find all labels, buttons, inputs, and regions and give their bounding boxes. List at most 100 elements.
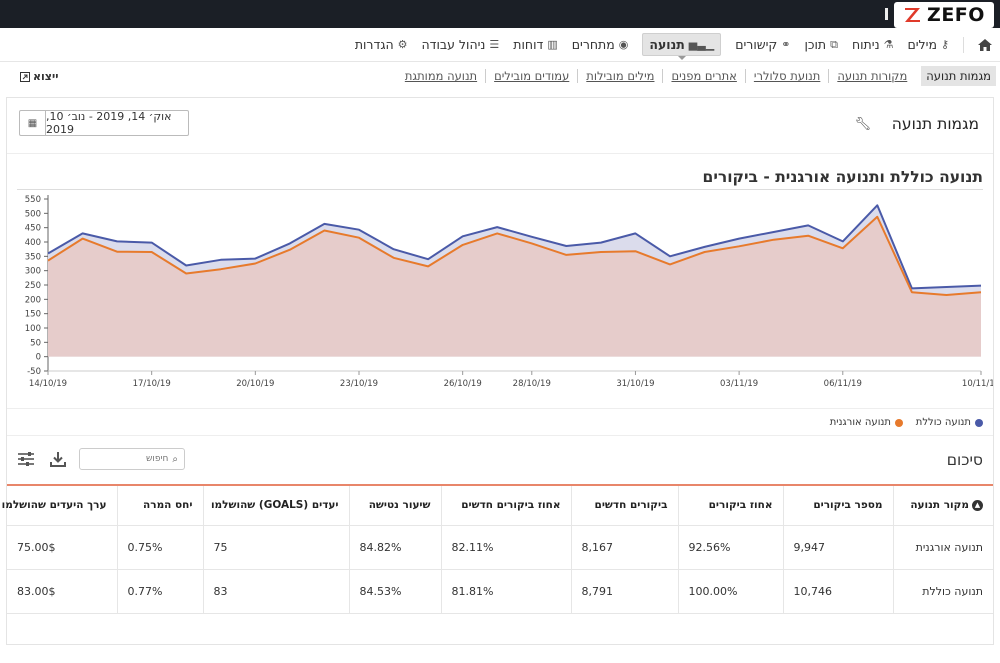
column-header-new-visits[interactable]: ביקורים חדשים — [570, 485, 678, 526]
column-header-visits-pct[interactable]: אחוז ביקורים — [677, 485, 783, 526]
y-tick-label: 0 — [36, 353, 41, 363]
table-cell: 8,167 — [570, 525, 678, 570]
nav-links[interactable]: ⚭ קישורים — [735, 37, 790, 52]
line-series-total — [47, 204, 982, 290]
nav-competitors[interactable]: ◉ מתחרים — [572, 37, 629, 52]
export-icon — [20, 71, 30, 82]
column-header-visits[interactable]: מספר ביקורים — [782, 485, 893, 526]
top-bar-divider — [885, 8, 888, 20]
table-cell: 84.53% — [348, 569, 441, 614]
search-box[interactable]: ⌕ — [79, 448, 185, 470]
area-organic — [48, 216, 981, 357]
table-cell: 9,947 — [782, 525, 893, 570]
legend-label-total: תנועה כוללת — [915, 417, 971, 428]
date-range-picker[interactable]: ▦ אוק׳ 14, 2019 - נוב׳ 10, 2019 — [19, 110, 189, 136]
x-tick-label: 14/10/19 — [29, 379, 67, 389]
nav-keywords[interactable]: ⚷ מילים — [907, 37, 949, 52]
home-icon — [978, 38, 992, 51]
nav-home[interactable] — [978, 38, 992, 51]
table-row: תנועה אורגנית 9,947 92.56% 8,167 82.11% … — [7, 525, 993, 570]
sub-nav: מגמות תנועה מקורות תנועה תנועת סלולרי את… — [0, 63, 1000, 89]
nav-content[interactable]: ⧉ תוכן — [804, 37, 838, 52]
gear-icon: ⚙ — [397, 38, 408, 51]
table-cell: 0.77% — [116, 569, 203, 614]
subnav-branded-traffic[interactable]: תנועה ממותגת — [404, 69, 478, 83]
table-cell: 75 — [202, 525, 349, 570]
sitemap-icon: ⧉ — [830, 37, 838, 51]
table-cell: 84.82% — [348, 525, 441, 570]
zefo-logo-icon — [905, 8, 921, 22]
table-cell: 10,746 — [782, 569, 893, 614]
table-cell: 0.75% — [116, 525, 203, 570]
column-header-conversion-rate[interactable]: יחס המרה — [116, 485, 203, 526]
y-tick-label: -50 — [27, 367, 41, 377]
legend-label-organic: תנועה אורגנית — [829, 417, 891, 428]
table-cell: 8,791 — [570, 569, 678, 614]
summary-toolbar: סיכום ⌕ — [7, 436, 993, 484]
table-cell: 83 — [202, 569, 349, 614]
table-cell: 83.00$ — [7, 569, 117, 614]
brand-name: ZEFO — [927, 4, 985, 26]
download-icon[interactable] — [49, 450, 67, 468]
table-cell: תנועה כוללת — [892, 569, 993, 614]
calendar-icon[interactable]: ▦ — [20, 111, 46, 135]
summary-table: ▲מקור תנועה מספר ביקורים אחוז ביקורים בי… — [2, 484, 993, 614]
x-tick-label: 10/11/19 — [962, 379, 993, 389]
y-tick-label: 550 — [25, 195, 41, 205]
x-tick-label: 06/11/19 — [824, 379, 862, 389]
date-range-value: אוק׳ 14, 2019 - נוב׳ 10, 2019 — [46, 110, 172, 136]
x-tick-label: 17/10/19 — [133, 379, 171, 389]
nav-analysis-label: ניתוח — [851, 37, 880, 52]
subnav-mobile-traffic[interactable]: תנועת סלולרי — [744, 69, 828, 83]
nav-reports[interactable]: ▥ דוחות — [513, 37, 557, 52]
column-header-goals[interactable]: יעדים (GOALS) שהושלמו — [202, 485, 349, 526]
search-input[interactable] — [88, 454, 169, 464]
subnav-top-pages[interactable]: עמודים מובילים — [485, 69, 577, 83]
y-tick-label: 250 — [25, 281, 41, 291]
nav-settings[interactable]: ⚙ הגדרות — [355, 37, 408, 52]
nav-analysis[interactable]: ⚗ ניתוח — [852, 37, 893, 52]
traffic-trends-panel: מגמות תנועה 🔧︎ ▦ אוק׳ 14, 2019 - נוב׳ 10… — [2, 97, 994, 645]
chart-area: 550 500 450 400 350 300 250 200 150 100 50 0 -50 14/1… — [7, 153, 993, 408]
chart-title-divider — [17, 189, 983, 190]
legend-dot-total — [975, 418, 983, 427]
y-tick-label: 350 — [25, 252, 41, 262]
subnav-traffic-sources[interactable]: מקורות תנועה — [828, 69, 915, 83]
column-header-goal-value[interactable]: ערך היעדים שהושלמו — [2, 485, 117, 526]
nav-competitors-label: מתחרים — [571, 37, 615, 52]
subnav-traffic-trends[interactable]: מגמות תנועה — [921, 66, 996, 86]
subnav-referring-sites[interactable]: אתרים מפנים — [662, 69, 744, 83]
column-settings-icon[interactable] — [17, 450, 35, 468]
nav-separator — [963, 36, 964, 53]
x-tick-label: 20/10/19 — [236, 379, 274, 389]
subnav-top-keywords[interactable]: מילים מובילות — [577, 69, 662, 83]
nav-reports-label: דוחות — [513, 37, 544, 52]
line-series-organic — [47, 215, 982, 296]
zefo-logo[interactable]: ZEFO — [894, 2, 994, 28]
nav-settings-label: הגדרות — [354, 37, 394, 52]
y-tick-label: 450 — [25, 224, 41, 234]
column-header-source[interactable]: ▲מקור תנועה — [892, 485, 993, 526]
table-header-row: ▲מקור תנועה מספר ביקורים אחוז ביקורים בי… — [2, 485, 993, 526]
column-header-bounce-rate[interactable]: שיעור נטישה — [348, 485, 441, 526]
export-button[interactable]: ייצוא — [20, 70, 58, 83]
table-cell: 82.11% — [440, 525, 571, 570]
top-bar: ZEFO — [0, 0, 1000, 28]
flask-icon: ⚗ — [883, 38, 894, 51]
main-nav: ⚷ מילים ⚗ ניתוח ⧉ תוכן ⚭ קישורים ▁▃▅ תנועה ◉ מ… — [0, 28, 1000, 62]
nav-links-label: קישורים — [735, 37, 778, 52]
y-tick-label: 50 — [30, 338, 41, 348]
wrench-icon[interactable]: 🔧︎ — [854, 117, 871, 132]
legend-item-organic[interactable]: תנועה אורגנית — [830, 417, 903, 428]
column-header-label: מקור תנועה — [910, 499, 969, 512]
nav-traffic-label: תנועה — [649, 37, 685, 52]
nav-workflow[interactable]: ☰ ניהול עבודה — [422, 37, 500, 52]
y-tick-label: 400 — [25, 238, 41, 248]
column-header-new-visits-pct[interactable]: אחוז ביקורים חדשים — [440, 485, 571, 526]
table-cell: 75.00$ — [7, 525, 117, 570]
nav-traffic[interactable]: ▁▃▅ תנועה — [642, 33, 722, 60]
key-icon: ⚷ — [940, 38, 949, 51]
y-tick-label: 200 — [25, 295, 41, 305]
legend-item-total[interactable]: תנועה כוללת — [916, 417, 983, 428]
table-cell: 81.81% — [440, 569, 571, 614]
